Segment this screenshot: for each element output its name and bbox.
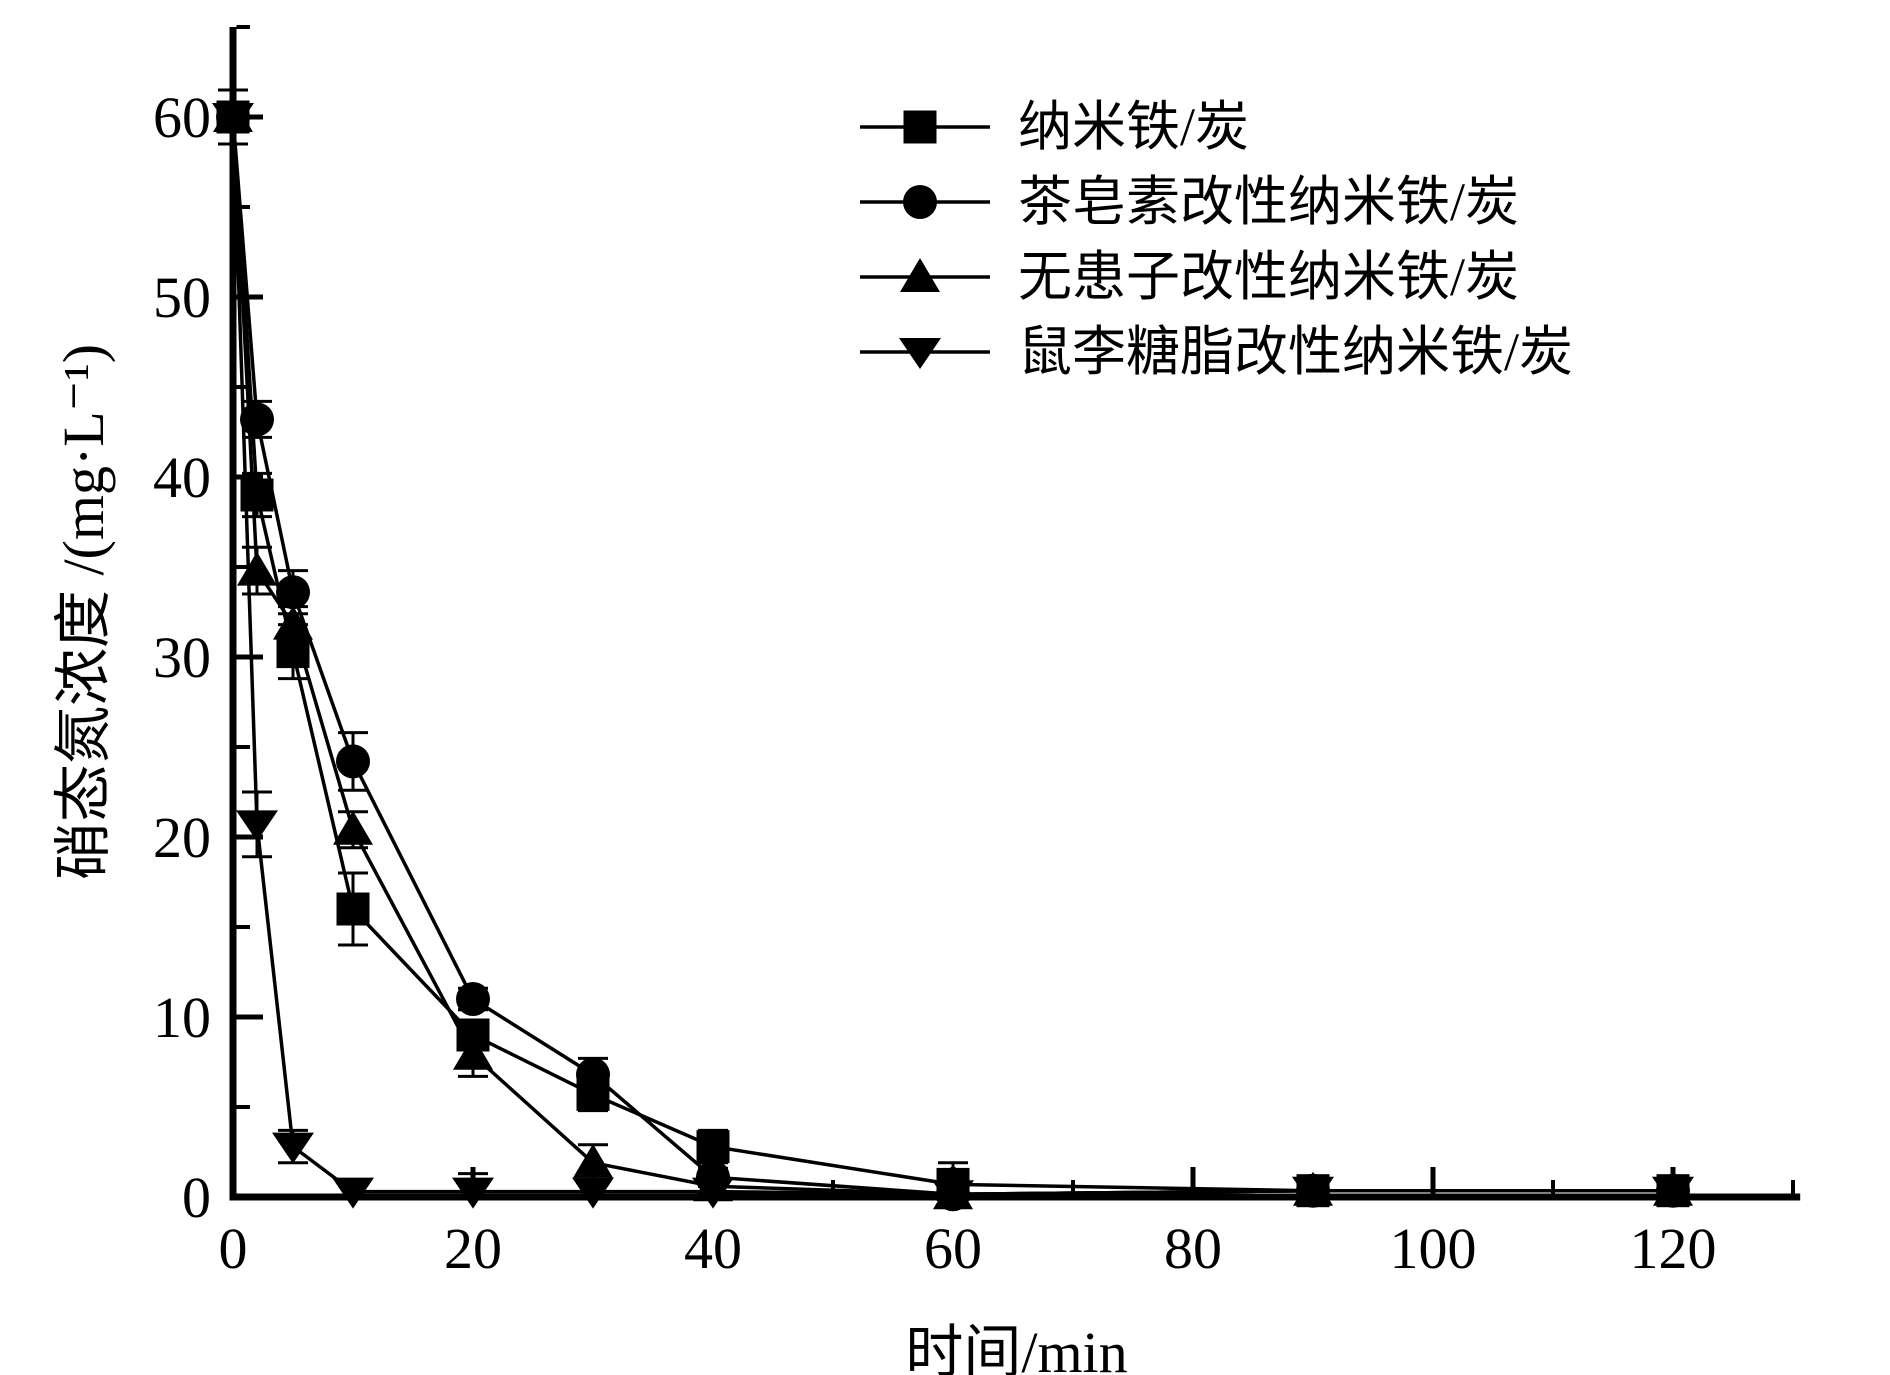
legend-item: 鼠李糖脂改性纳米铁/炭 [858, 317, 1573, 387]
x-tick-label: 20 [444, 1216, 502, 1281]
legend: 纳米铁/炭 茶皂素改性纳米铁/炭 无患子改性纳米铁/炭 鼠李糖脂改性纳米铁/炭 [858, 92, 1573, 392]
circle-marker [576, 1057, 610, 1092]
x-tick-label: 60 [924, 1216, 982, 1281]
square-marker [903, 110, 937, 144]
legend-item: 纳米铁/炭 [858, 92, 1573, 162]
triangle-up-marker [273, 605, 313, 640]
x-tick-label: 100 [1390, 1216, 1477, 1281]
y-axis-title: 硝态氮浓度 /(mg·L⁻¹) [51, 343, 116, 881]
triangle-down-marker [212, 103, 254, 134]
triangle-up-marker [453, 1035, 493, 1070]
triangle-down-marker [332, 1177, 374, 1209]
y-tick-label: 50 [153, 265, 211, 330]
triangle-up-marker [900, 258, 940, 292]
x-tick-label: 40 [684, 1216, 742, 1281]
triangle-down-marker [1292, 1176, 1334, 1208]
square-marker-icon [860, 110, 990, 144]
circle-marker [903, 185, 937, 219]
triangle-up-marker-icon [860, 258, 990, 292]
triangle-down-marker [1652, 1176, 1694, 1208]
series-line [231, 116, 1673, 1197]
legend-label: 茶皂素改性纳米铁/炭 [1018, 172, 1520, 232]
series-line [231, 116, 1673, 1193]
axes: 0 20 40 60 80 100 120 0 10 20 30 40 50 60 [153, 25, 1801, 1281]
x-tick-label: 80 [1164, 1216, 1222, 1281]
triangle-down-marker [932, 1180, 974, 1212]
triangle-up-marker [333, 810, 373, 845]
series-triangle-down [212, 88, 1694, 1212]
triangle-up-marker [573, 1143, 613, 1178]
legend-label: 鼠李糖脂改性纳米铁/炭 [1018, 322, 1574, 382]
legend-label: 无患子改性纳米铁/炭 [1018, 247, 1520, 307]
y-tick-label: 60 [153, 85, 211, 150]
y-tick-label: 0 [182, 1165, 211, 1230]
triangle-down-marker [572, 1177, 614, 1209]
triangle-down-marker-icon [860, 338, 990, 369]
y-tick-label: 40 [153, 445, 211, 510]
x-axis-title: 时间/min [905, 1320, 1128, 1375]
triangle-down-marker [272, 1132, 314, 1164]
triangle-down-marker [692, 1177, 734, 1209]
triangle-down-marker [236, 810, 278, 842]
x-tick-label: 120 [1630, 1216, 1717, 1281]
triangle-down-marker [899, 338, 941, 369]
legend-label: 纳米铁/炭 [1018, 97, 1250, 157]
square-marker [696, 1130, 730, 1164]
legend-item: 无患子改性纳米铁/炭 [858, 242, 1573, 312]
legend-item: 茶皂素改性纳米铁/炭 [858, 167, 1573, 237]
y-tick-label: 10 [153, 985, 211, 1050]
triangle-down-marker [452, 1177, 494, 1209]
x-tick-label: 0 [219, 1216, 248, 1281]
y-tick-label: 20 [153, 805, 211, 870]
circle-marker [276, 575, 310, 610]
circle-marker [336, 744, 370, 779]
circle-marker-icon [860, 185, 990, 219]
circle-marker [456, 982, 490, 1016]
y-tick-label: 30 [153, 625, 211, 690]
square-marker [336, 892, 370, 926]
